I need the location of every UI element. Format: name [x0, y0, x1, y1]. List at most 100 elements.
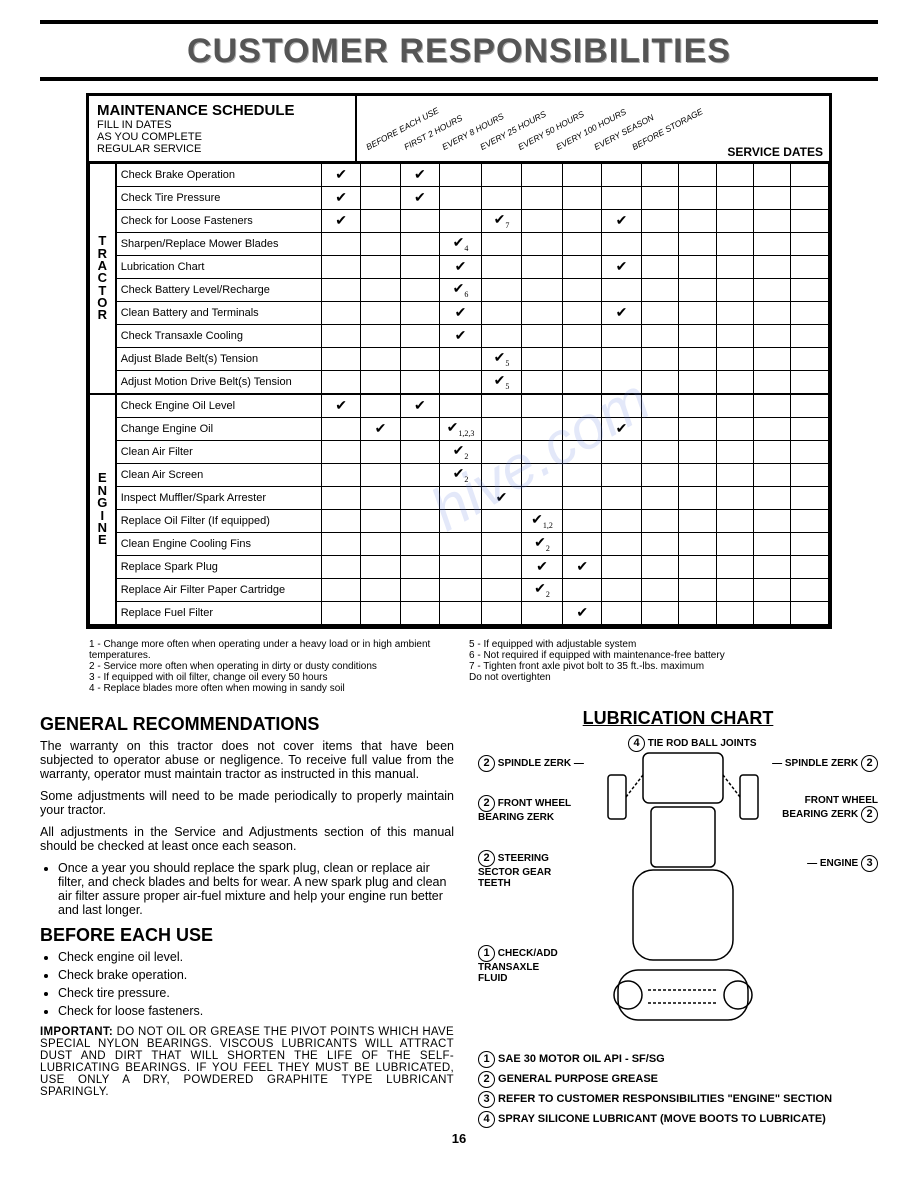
date-cell — [791, 348, 829, 371]
interval-cell — [602, 556, 641, 579]
page-number: 16 — [40, 1131, 878, 1146]
date-cell — [716, 464, 753, 487]
date-cell — [679, 187, 716, 210]
interval-cell — [522, 210, 563, 233]
interval-cell — [563, 418, 602, 441]
date-cell — [641, 418, 678, 441]
date-cell — [641, 325, 678, 348]
interval-cell — [482, 256, 522, 279]
task-cell: Check Tire Pressure — [116, 187, 322, 210]
date-cell — [754, 187, 791, 210]
interval-cell — [361, 164, 400, 187]
schedule-subtitle: FILL IN DATES AS YOU COMPLETE REGULAR SE… — [97, 119, 347, 155]
interval-cell — [522, 602, 563, 626]
interval-cell — [321, 556, 360, 579]
date-cell — [641, 256, 678, 279]
interval-cell — [321, 464, 360, 487]
interval-cell: ✔ — [563, 556, 602, 579]
footnotes: 1 - Change more often when operating und… — [89, 639, 829, 694]
date-cell — [641, 556, 678, 579]
date-cell — [679, 233, 716, 256]
date-cell — [716, 510, 753, 533]
task-cell: Inspect Muffler/Spark Arrester — [116, 487, 322, 510]
interval-cell: ✔2 — [522, 579, 563, 602]
interval-cell: ✔2 — [440, 464, 482, 487]
interval-cell — [400, 418, 439, 441]
interval-cell — [400, 348, 439, 371]
top-rule — [40, 20, 878, 24]
service-dates-label: SERVICE DATES — [727, 145, 823, 159]
interval-cell — [321, 256, 360, 279]
interval-cell — [321, 371, 360, 395]
date-cell — [791, 418, 829, 441]
date-cell — [641, 233, 678, 256]
interval-cell — [602, 187, 641, 210]
interval-cell — [321, 487, 360, 510]
interval-cell — [602, 325, 641, 348]
schedule-table: T R A C T O RCheck Brake Operation✔✔Chec… — [89, 163, 829, 626]
date-cell — [754, 371, 791, 395]
interval-cell: ✔ — [321, 164, 360, 187]
footnote: 2 - Service more often when operating in… — [89, 661, 449, 672]
interval-cell — [482, 418, 522, 441]
interval-cell — [482, 233, 522, 256]
interval-cell — [361, 233, 400, 256]
interval-cell — [321, 233, 360, 256]
interval-cell — [522, 394, 563, 418]
date-cell — [791, 464, 829, 487]
schedule-header-left: MAINTENANCE SCHEDULE FILL IN DATES AS YO… — [89, 96, 357, 161]
interval-cell — [440, 556, 482, 579]
interval-cell: ✔ — [321, 394, 360, 418]
interval-cell: ✔ — [602, 418, 641, 441]
interval-cell — [482, 164, 522, 187]
schedule-header-right: BEFORE EACH USE FIRST 2 HOURS EVERY 8 HO… — [357, 96, 829, 161]
task-cell: Sharpen/Replace Mower Blades — [116, 233, 322, 256]
interval-cell: ✔2 — [440, 441, 482, 464]
interval-cell: ✔ — [400, 164, 439, 187]
interval-cell — [440, 164, 482, 187]
interval-cell — [361, 371, 400, 395]
date-cell — [716, 302, 753, 325]
left-column: GENERAL RECOMMENDATIONS The warranty on … — [40, 708, 454, 1106]
interval-cell — [602, 279, 641, 302]
date-cell — [716, 487, 753, 510]
date-cell — [679, 418, 716, 441]
date-cell — [679, 302, 716, 325]
interval-cell — [482, 556, 522, 579]
date-cell — [716, 556, 753, 579]
task-cell: Replace Fuel Filter — [116, 602, 322, 626]
interval-cell — [482, 279, 522, 302]
general-title: GENERAL RECOMMENDATIONS — [40, 714, 454, 735]
interval-cell — [482, 325, 522, 348]
date-cell — [641, 487, 678, 510]
interval-cell: ✔ — [482, 487, 522, 510]
interval-cell: ✔5 — [482, 348, 522, 371]
interval-cell — [602, 394, 641, 418]
task-cell: Clean Battery and Terminals — [116, 302, 322, 325]
interval-cell — [400, 487, 439, 510]
interval-cell: ✔6 — [440, 279, 482, 302]
section-label: E N G I N E — [90, 394, 116, 625]
interval-cell — [563, 371, 602, 395]
interval-cell — [482, 187, 522, 210]
interval-cell — [563, 233, 602, 256]
date-cell — [641, 187, 678, 210]
interval-cell — [321, 302, 360, 325]
interval-cell — [440, 348, 482, 371]
interval-cell — [440, 579, 482, 602]
interval-cell — [482, 441, 522, 464]
interval-cell — [440, 187, 482, 210]
date-cell — [791, 256, 829, 279]
task-cell: Adjust Blade Belt(s) Tension — [116, 348, 322, 371]
interval-cell — [522, 279, 563, 302]
interval-cell — [563, 279, 602, 302]
legend-item: 2 GENERAL PURPOSE GREASE — [478, 1071, 878, 1088]
date-cell — [754, 210, 791, 233]
date-cell — [716, 187, 753, 210]
date-cell — [641, 533, 678, 556]
date-cell — [641, 394, 678, 418]
date-cell — [679, 394, 716, 418]
interval-cell — [361, 302, 400, 325]
interval-cell — [361, 464, 400, 487]
interval-cell — [563, 510, 602, 533]
